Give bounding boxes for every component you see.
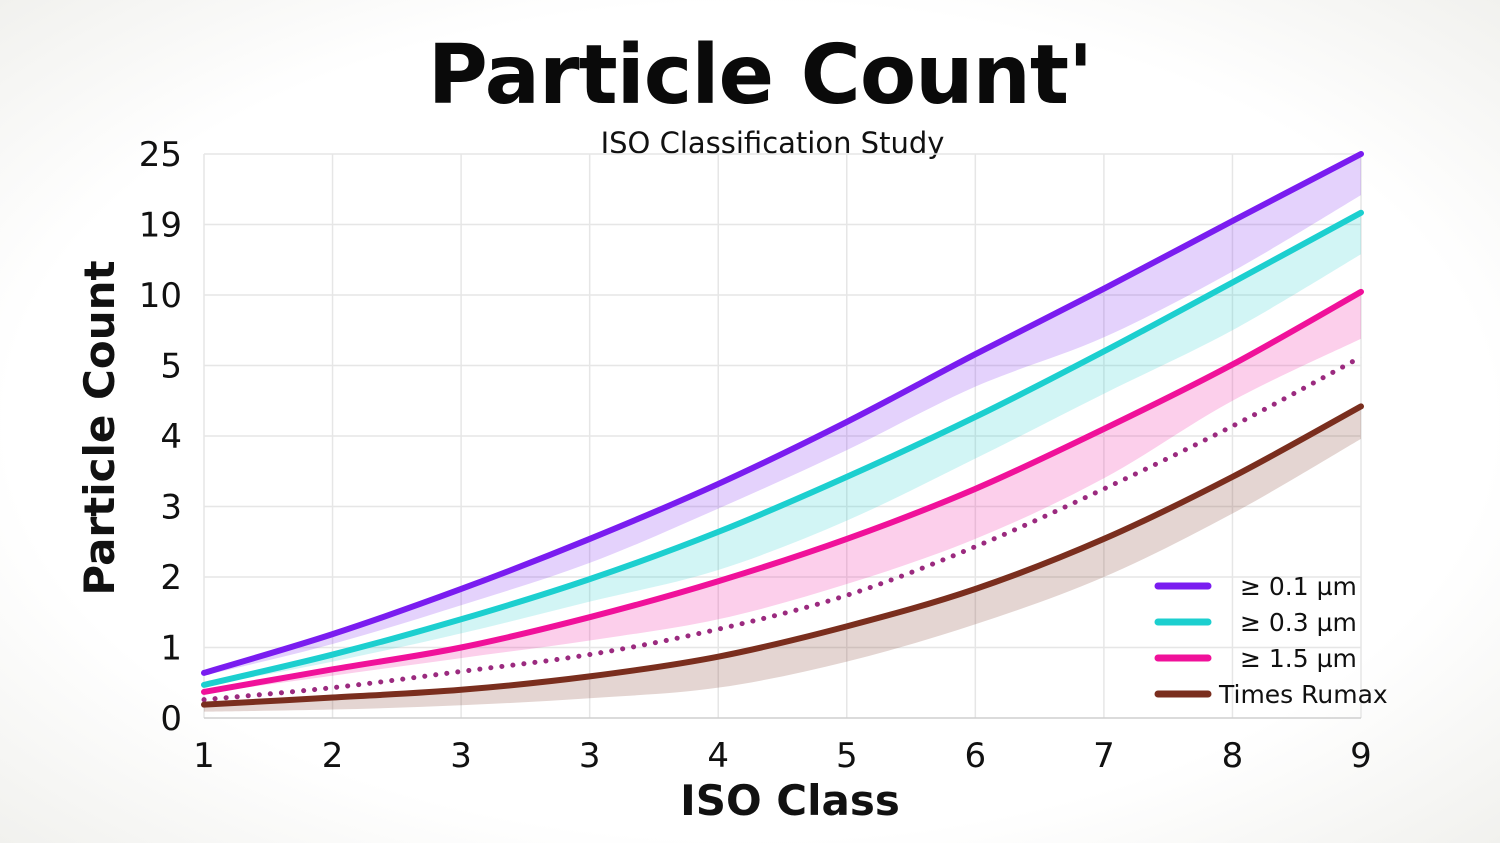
x-tick-label: 6 bbox=[965, 736, 987, 776]
legend-label: ≥ 0.3 µm bbox=[1240, 608, 1357, 637]
y-tick-label: 10 bbox=[139, 276, 182, 316]
legend-label: Times Rumax bbox=[1218, 680, 1388, 709]
x-tick-label: 4 bbox=[707, 736, 729, 776]
series-line bbox=[201, 288, 1364, 695]
legend-label: ≥ 0.1 µm bbox=[1240, 572, 1357, 601]
series-line bbox=[201, 209, 1364, 688]
y-tick-label: 0 bbox=[160, 699, 182, 739]
chart-title: Particle Count' bbox=[427, 28, 1093, 123]
series-line bbox=[201, 403, 1364, 708]
legend-label: ≥ 1.5 µm bbox=[1240, 644, 1357, 673]
x-tick-label: 2 bbox=[322, 736, 344, 776]
y-axis-label: Particle Count bbox=[75, 260, 124, 595]
series-line bbox=[201, 151, 1364, 676]
x-tick-label: 7 bbox=[1093, 736, 1115, 776]
x-tick-label: 1 bbox=[193, 736, 215, 776]
y-tick-label: 5 bbox=[160, 347, 182, 387]
x-tick-label: 5 bbox=[836, 736, 858, 776]
x-tick-label: 8 bbox=[1222, 736, 1244, 776]
confidence-band bbox=[204, 406, 1361, 712]
series-line bbox=[201, 354, 1364, 703]
y-tick-label: 25 bbox=[139, 135, 182, 175]
y-tick-label: 1 bbox=[160, 629, 182, 669]
x-tick-label: 3 bbox=[450, 736, 472, 776]
y-tick-label: 4 bbox=[160, 417, 182, 457]
x-tick-label: 3 bbox=[579, 736, 601, 776]
y-tick-label: 3 bbox=[160, 488, 182, 528]
x-axis-label: ISO Class bbox=[680, 776, 900, 825]
x-tick-label: 9 bbox=[1350, 736, 1372, 776]
y-tick-label: 2 bbox=[160, 558, 182, 598]
y-tick-label: 19 bbox=[139, 206, 182, 246]
